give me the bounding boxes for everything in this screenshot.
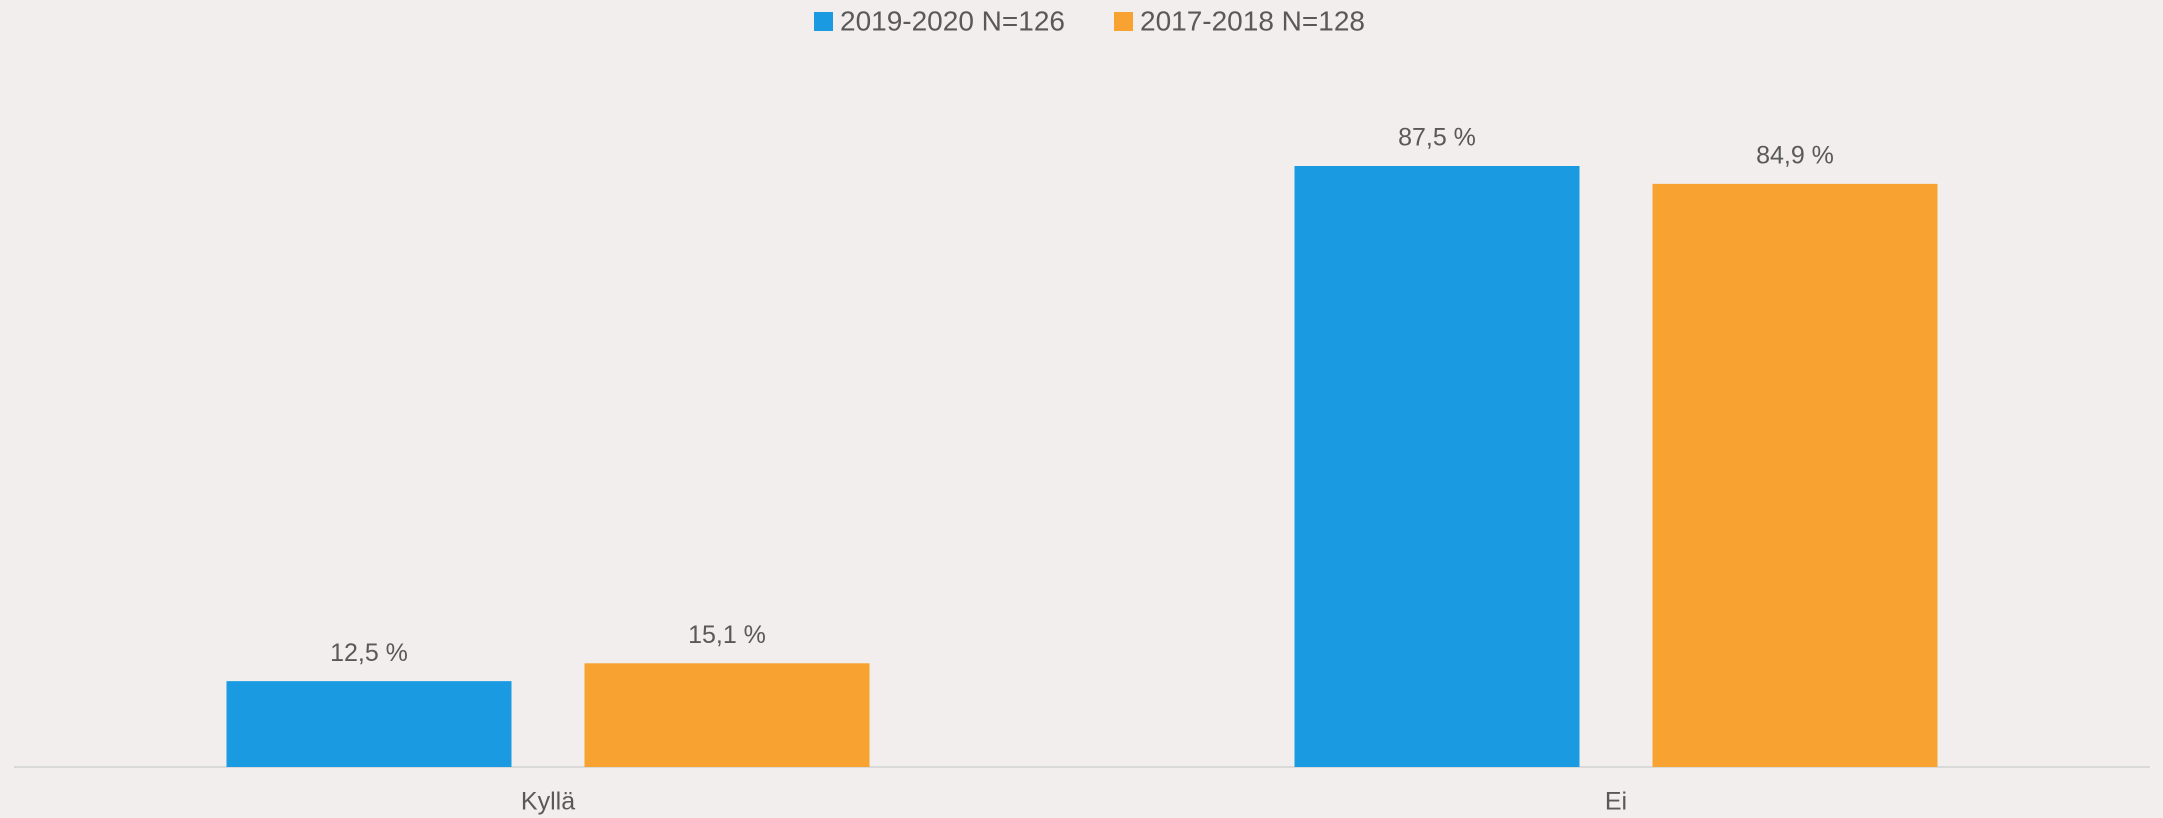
bar [1652,183,1938,768]
data-label: 12,5 % [330,639,408,667]
legend-swatch [814,12,833,31]
legend-swatch [1114,12,1133,31]
legend-label: 2017-2018 N=128 [1140,5,1365,36]
data-label: 84,9 % [1756,141,1834,169]
data-label: 87,5 % [1398,124,1476,152]
x-tick-label: Kyllä [521,788,575,816]
data-label: 15,1 % [688,621,766,649]
bar [584,663,870,767]
bar [1294,166,1580,767]
bar [226,681,512,767]
x-tick-label: Ei [1605,788,1627,816]
legend-label: 2019-2020 N=126 [840,5,1065,36]
